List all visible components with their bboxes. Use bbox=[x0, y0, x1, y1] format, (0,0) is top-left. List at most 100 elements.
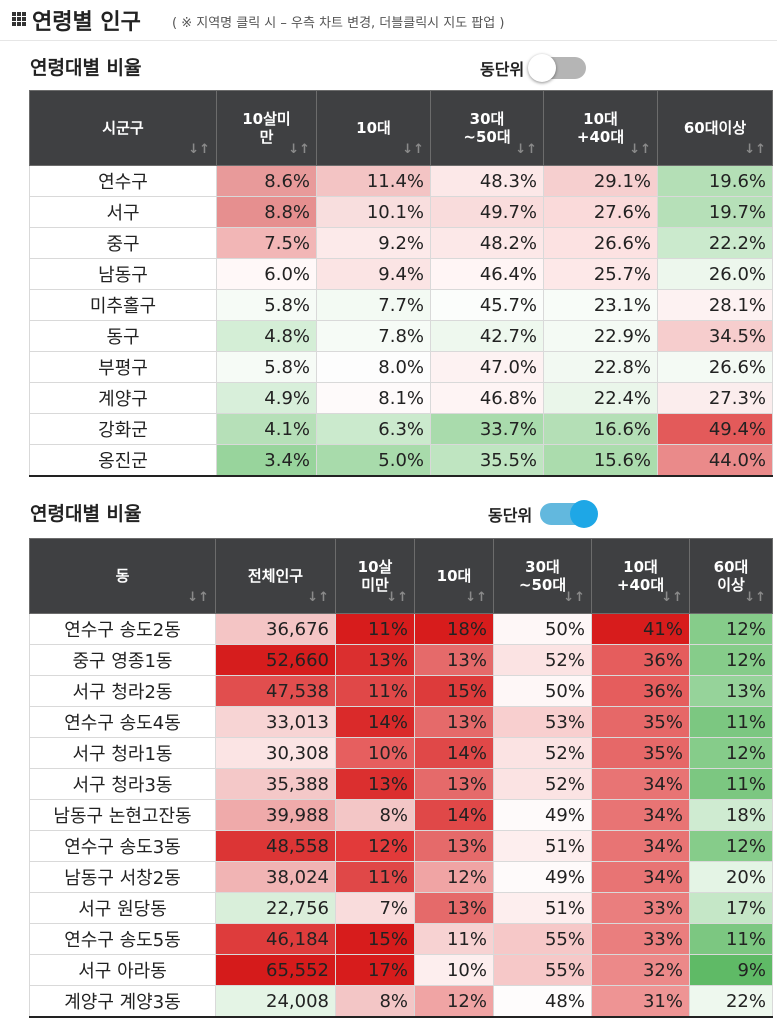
value-cell: 26.0% bbox=[657, 258, 773, 290]
value-cell: 13% bbox=[335, 644, 415, 676]
table-row[interactable]: 연수구 송도5동 46,184 15% 11% 55% 33% 11% bbox=[29, 923, 773, 955]
table-row[interactable]: 서구 청라1동 30,308 10% 14% 52% 35% 12% bbox=[29, 737, 773, 769]
table-row[interactable]: 부평구 5.8% 8.0% 47.0% 22.8% 26.6% bbox=[29, 351, 773, 383]
value-cell: 6.3% bbox=[316, 413, 431, 445]
table-row[interactable]: 미추홀구 5.8% 7.7% 45.7% 23.1% 28.1% bbox=[29, 289, 773, 321]
column-header[interactable]: 30대 ~50대 ↓↑ bbox=[493, 538, 592, 614]
table-row[interactable]: 서구 아라동 65,552 17% 10% 55% 32% 9% bbox=[29, 954, 773, 986]
column-header[interactable]: 60대이상↓↑ bbox=[657, 90, 773, 166]
value-cell: 49% bbox=[493, 799, 592, 831]
table-row[interactable]: 계양구 4.9% 8.1% 46.8% 22.4% 27.3% bbox=[29, 382, 773, 414]
region-name-cell[interactable]: 연수구 송도4동 bbox=[29, 706, 216, 738]
column-header[interactable]: 30대 ~50대 ↓↑ bbox=[430, 90, 544, 166]
value-cell: 24,008 bbox=[215, 985, 336, 1018]
value-cell: 46,184 bbox=[215, 923, 336, 955]
grid-menu-icon[interactable] bbox=[12, 12, 26, 26]
page-title: 연령별 인구 bbox=[32, 10, 141, 35]
column-header[interactable]: 10대 ↓↑ bbox=[316, 90, 431, 166]
region-name-cell[interactable]: 서구 아라동 bbox=[29, 954, 216, 986]
table-row[interactable]: 옹진군 3.4% 5.0% 35.5% 15.6% 44.0% bbox=[29, 444, 773, 477]
table-row[interactable]: 중구 7.5% 9.2% 48.2% 26.6% 22.2% bbox=[29, 227, 773, 259]
value-cell: 13% bbox=[414, 706, 494, 738]
section1-title: 연령대별 비율 bbox=[30, 57, 142, 79]
region-name-cell[interactable]: 남동구 논현고잔동 bbox=[29, 799, 216, 831]
section1-dong-toggle[interactable]: 동단위 bbox=[480, 54, 587, 82]
table-row[interactable]: 연수구 8.6% 11.4% 48.3% 29.1% 19.6% bbox=[29, 165, 773, 197]
sort-icon[interactable]: ↓↑ bbox=[465, 590, 487, 605]
value-cell: 34% bbox=[591, 861, 690, 893]
column-header[interactable]: 10대 +40대 ↓↑ bbox=[543, 90, 658, 166]
region-name-cell[interactable]: 서구 bbox=[29, 196, 217, 228]
table-row[interactable]: 연수구 송도4동 33,013 14% 13% 53% 35% 11% bbox=[29, 706, 773, 738]
value-cell: 11% bbox=[689, 706, 773, 738]
table-row[interactable]: 서구 원당동 22,756 7% 13% 51% 33% 17% bbox=[29, 892, 773, 924]
sort-icon[interactable]: ↓↑ bbox=[288, 142, 310, 157]
region-name-cell[interactable]: 남동구 서창2동 bbox=[29, 861, 216, 893]
sort-icon[interactable]: ↓↑ bbox=[744, 142, 766, 157]
section2-dong-toggle[interactable]: 동단위 bbox=[488, 500, 599, 528]
region-name-cell[interactable]: 중구 영종1동 bbox=[29, 644, 216, 676]
region-name-cell[interactable]: 강화군 bbox=[29, 413, 217, 445]
sort-icon[interactable]: ↓↑ bbox=[661, 590, 683, 605]
value-cell: 51% bbox=[493, 830, 592, 862]
table-row[interactable]: 남동구 논현고잔동 39,988 8% 14% 49% 34% 18% bbox=[29, 799, 773, 831]
column-header[interactable]: 전체인구 ↓↑ bbox=[215, 538, 336, 614]
table-row[interactable]: 동구 4.8% 7.8% 42.7% 22.9% 34.5% bbox=[29, 320, 773, 352]
table-row[interactable]: 계양구 계양3동 24,008 8% 12% 48% 31% 22% bbox=[29, 985, 773, 1018]
region-name-cell[interactable]: 동구 bbox=[29, 320, 217, 352]
column-header[interactable]: 동 ↓↑ bbox=[29, 538, 216, 614]
table-row[interactable]: 서구 청라3동 35,388 13% 13% 52% 34% 11% bbox=[29, 768, 773, 800]
table-row[interactable]: 남동구 서창2동 38,024 11% 12% 49% 34% 20% bbox=[29, 861, 773, 893]
region-name-cell[interactable]: 서구 청라3동 bbox=[29, 768, 216, 800]
table-row[interactable]: 서구 청라2동 47,538 11% 15% 50% 36% 13% bbox=[29, 675, 773, 707]
table-row[interactable]: 연수구 송도3동 48,558 12% 13% 51% 34% 12% bbox=[29, 830, 773, 862]
region-name-cell[interactable]: 연수구 송도2동 bbox=[29, 613, 216, 645]
table-row[interactable]: 연수구 송도2동 36,676 11% 18% 50% 41% 12% bbox=[29, 613, 773, 645]
dong-age-ratio-table: 동 ↓↑ 전체인구 ↓↑ 10살 미만 ↓↑ 10대 ↓↑ 30대 ~50대 ↓↑ 10대 +40대 ↓↑ 6… bbox=[29, 538, 773, 1018]
table-row[interactable]: 서구 8.8% 10.1% 49.7% 27.6% 19.7% bbox=[29, 196, 773, 228]
region-name-cell[interactable]: 중구 bbox=[29, 227, 217, 259]
value-cell: 22% bbox=[689, 985, 773, 1018]
section2-toggle-switch[interactable] bbox=[540, 500, 599, 528]
value-cell: 13% bbox=[414, 644, 494, 676]
sort-icon[interactable]: ↓↑ bbox=[307, 590, 329, 605]
region-name-cell[interactable]: 서구 원당동 bbox=[29, 892, 216, 924]
value-cell: 10% bbox=[335, 737, 415, 769]
value-cell: 34% bbox=[591, 768, 690, 800]
value-cell: 52% bbox=[493, 768, 592, 800]
sort-icon[interactable]: ↓↑ bbox=[386, 590, 408, 605]
region-name-cell[interactable]: 계양구 bbox=[29, 382, 217, 414]
value-cell: 28.1% bbox=[657, 289, 773, 321]
region-name-cell[interactable]: 연수구 bbox=[29, 165, 217, 197]
column-header-label: 10대 bbox=[356, 119, 391, 137]
table-row[interactable]: 중구 영종1동 52,660 13% 13% 52% 36% 12% bbox=[29, 644, 773, 676]
region-name-cell[interactable]: 미추홀구 bbox=[29, 289, 217, 321]
region-name-cell[interactable]: 연수구 송도3동 bbox=[29, 830, 216, 862]
table-row[interactable]: 남동구 6.0% 9.4% 46.4% 25.7% 26.0% bbox=[29, 258, 773, 290]
sort-icon[interactable]: ↓↑ bbox=[744, 590, 766, 605]
column-header[interactable]: 시군구 ↓↑ bbox=[29, 90, 217, 166]
sort-icon[interactable]: ↓↑ bbox=[515, 142, 537, 157]
value-cell: 18% bbox=[689, 799, 773, 831]
sort-icon[interactable]: ↓↑ bbox=[187, 590, 209, 605]
sort-icon[interactable]: ↓↑ bbox=[188, 142, 210, 157]
region-name-cell[interactable]: 옹진군 bbox=[29, 444, 217, 477]
region-name-cell[interactable]: 남동구 bbox=[29, 258, 217, 290]
region-name-cell[interactable]: 부평구 bbox=[29, 351, 217, 383]
region-name-cell[interactable]: 서구 청라2동 bbox=[29, 675, 216, 707]
column-header-label: 10대 bbox=[436, 567, 472, 585]
sort-icon[interactable]: ↓↑ bbox=[402, 142, 424, 157]
sort-icon[interactable]: ↓↑ bbox=[629, 142, 651, 157]
column-header[interactable]: 10대 +40대 ↓↑ bbox=[591, 538, 690, 614]
region-name-cell[interactable]: 서구 청라1동 bbox=[29, 737, 216, 769]
table-row[interactable]: 강화군 4.1% 6.3% 33.7% 16.6% 49.4% bbox=[29, 413, 773, 445]
sort-icon[interactable]: ↓↑ bbox=[563, 590, 585, 605]
region-name-cell[interactable]: 계양구 계양3동 bbox=[29, 985, 216, 1018]
column-header[interactable]: 10대 ↓↑ bbox=[414, 538, 494, 614]
region-name-cell[interactable]: 연수구 송도5동 bbox=[29, 923, 216, 955]
section1-toggle-switch[interactable] bbox=[528, 54, 587, 82]
value-cell: 36% bbox=[591, 644, 690, 676]
